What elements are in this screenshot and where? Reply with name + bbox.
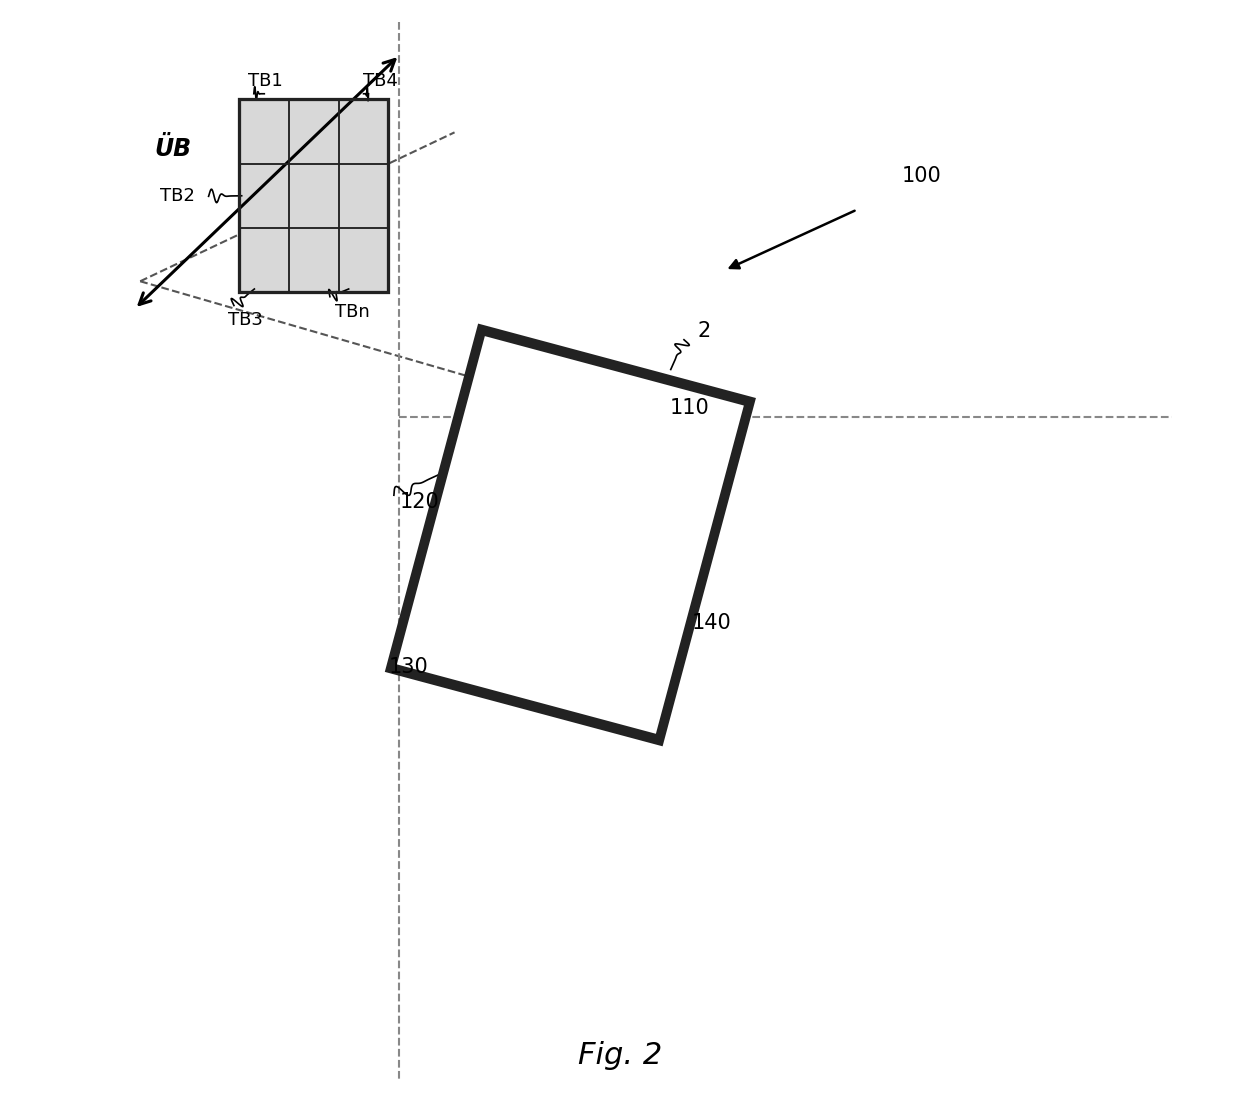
- Text: TB1: TB1: [248, 73, 283, 90]
- Text: TB2: TB2: [160, 188, 196, 205]
- Bar: [239, 99, 289, 163]
- Bar: [289, 228, 339, 292]
- Bar: [239, 99, 388, 292]
- Bar: [339, 163, 388, 228]
- Text: 110: 110: [670, 398, 709, 418]
- Bar: [289, 99, 339, 163]
- Text: 120: 120: [399, 492, 439, 512]
- Bar: [339, 228, 388, 292]
- Text: TBn: TBn: [336, 303, 371, 321]
- Bar: [239, 228, 289, 292]
- Text: 140: 140: [692, 613, 732, 633]
- Text: TB4: TB4: [363, 73, 398, 90]
- Text: 2: 2: [697, 321, 711, 341]
- Bar: [339, 99, 388, 163]
- Polygon shape: [396, 335, 745, 735]
- Bar: [239, 163, 289, 228]
- Text: 130: 130: [388, 657, 428, 677]
- Bar: [289, 163, 339, 228]
- Text: Fig. 2: Fig. 2: [578, 1041, 662, 1070]
- Text: ÜB: ÜB: [155, 137, 192, 161]
- Text: 100: 100: [901, 167, 941, 186]
- Text: TB3: TB3: [228, 311, 263, 329]
- Polygon shape: [392, 331, 748, 739]
